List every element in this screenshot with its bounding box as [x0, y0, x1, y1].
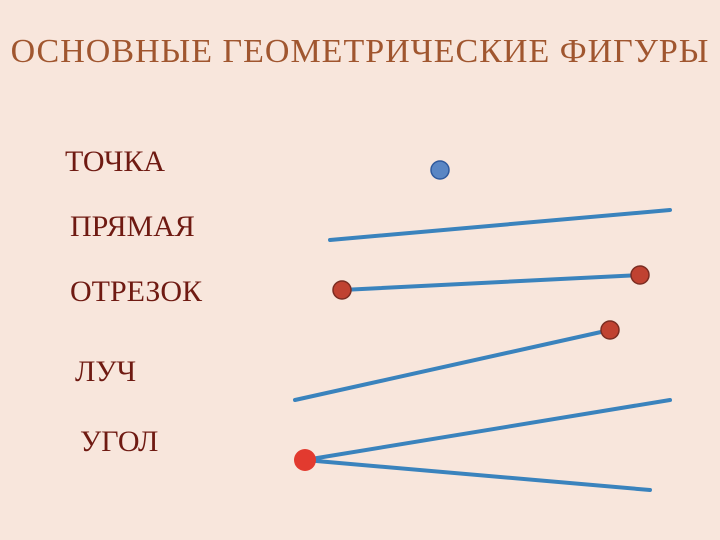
figure-point — [431, 161, 449, 179]
figures-canvas — [0, 0, 720, 540]
figure-ray-endpoint — [601, 321, 619, 339]
figure-angle-arm-2 — [305, 460, 650, 490]
figure-segment-line — [342, 275, 640, 290]
figure-line — [330, 210, 670, 240]
figure-ray-line — [295, 330, 610, 400]
figure-angle-arm-1 — [305, 400, 670, 460]
figure-segment-endpoint-right — [631, 266, 649, 284]
figure-segment-endpoint-left — [333, 281, 351, 299]
figure-angle-vertex — [294, 449, 316, 471]
